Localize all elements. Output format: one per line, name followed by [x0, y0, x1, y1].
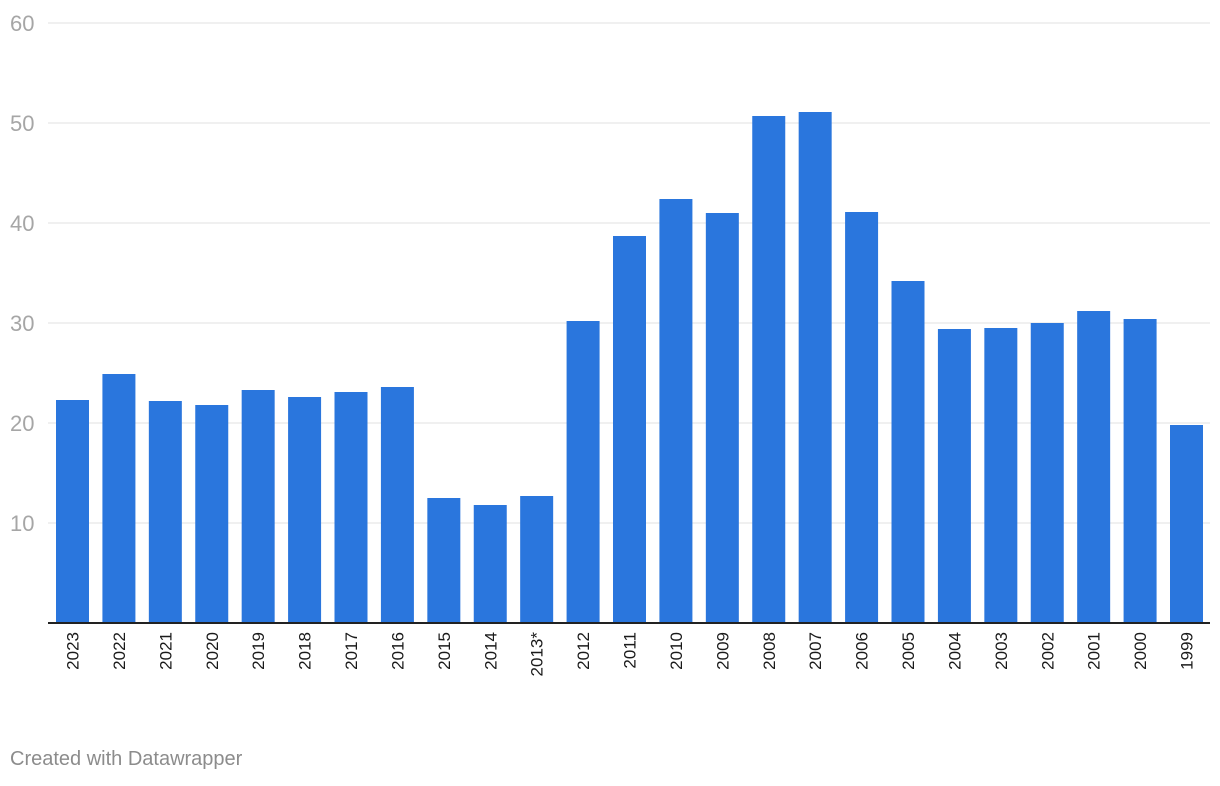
bar-2000	[1123, 319, 1157, 623]
x-tick-label: 2021	[156, 632, 175, 670]
x-tick-label: 2002	[1038, 632, 1057, 670]
bar-2007	[798, 112, 832, 623]
x-tick-label: 2017	[342, 632, 361, 670]
bar-2020	[195, 405, 229, 623]
bar-2016	[380, 387, 414, 623]
bar-2005	[891, 281, 925, 623]
x-tick-label: 2004	[945, 632, 964, 670]
bar-2018	[288, 397, 322, 623]
bar-1999	[1170, 425, 1203, 623]
x-tick-label: 2009	[713, 632, 732, 670]
y-tick-label: 20	[10, 411, 34, 436]
x-tick-label: 2008	[760, 632, 779, 670]
y-tick-label: 50	[10, 111, 34, 136]
x-tick-label: 2013*	[528, 632, 547, 677]
bar-2002	[1030, 323, 1064, 623]
bar-2003	[984, 328, 1018, 623]
x-tick-label: 2012	[574, 632, 593, 670]
x-tick-label: 2022	[110, 632, 129, 670]
bar-2013*	[520, 496, 554, 623]
x-tick-label: 2010	[667, 632, 686, 670]
x-tick-label: 2000	[1131, 632, 1150, 670]
x-tick-label: 2018	[296, 632, 315, 670]
datawrapper-credit: Created with Datawrapper	[10, 748, 243, 770]
bars	[56, 112, 1203, 623]
bar-2008	[752, 116, 786, 623]
x-tick-label: 2001	[1085, 632, 1104, 670]
bar-2012	[566, 321, 600, 623]
bar-2017	[334, 392, 368, 623]
bar-2001	[1077, 311, 1111, 623]
x-tick-label: 2020	[203, 632, 222, 670]
y-tick-label: 30	[10, 311, 34, 336]
bar-2021	[148, 401, 182, 623]
x-tick-label: 2011	[621, 632, 640, 669]
x-tick-label: 2014	[481, 632, 500, 670]
x-tick-label: 2023	[64, 632, 83, 670]
x-axis-labels: 2023 2022 2021 2020 2019 2018 2017 2016 2015 2014…	[64, 632, 1197, 677]
x-tick-label: 2006	[853, 632, 872, 670]
x-tick-label: 2007	[806, 632, 825, 670]
bar-2019	[241, 390, 275, 623]
y-tick-label: 40	[10, 211, 34, 236]
bar-chart: 10 20 30 40 50 60 2023 2022 2021 2020 2019 2018 201…	[10, 11, 1210, 677]
bar-2022	[102, 374, 136, 623]
x-tick-label: 2003	[992, 632, 1011, 670]
bar-2015	[427, 498, 461, 623]
x-tick-label: 2019	[249, 632, 268, 670]
bar-2004	[937, 329, 971, 623]
bar-2014	[473, 505, 507, 623]
y-tick-label: 60	[10, 11, 34, 36]
x-tick-label: 1999	[1178, 632, 1197, 670]
bar-2010	[659, 199, 693, 623]
bar-2009	[705, 213, 739, 623]
x-tick-label: 2015	[435, 632, 454, 670]
bar-2006	[845, 212, 879, 623]
y-tick-label: 10	[10, 511, 34, 536]
bar-2023	[56, 400, 89, 623]
bar-2011	[613, 236, 646, 623]
x-tick-label: 2016	[388, 632, 407, 670]
y-axis-ticks: 10 20 30 40 50 60	[10, 11, 34, 536]
x-tick-label: 2005	[899, 632, 918, 670]
